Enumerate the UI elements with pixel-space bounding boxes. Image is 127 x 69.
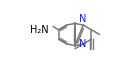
Text: H₂N: H₂N: [30, 25, 49, 35]
Text: N: N: [80, 39, 87, 49]
Text: N: N: [80, 14, 87, 24]
